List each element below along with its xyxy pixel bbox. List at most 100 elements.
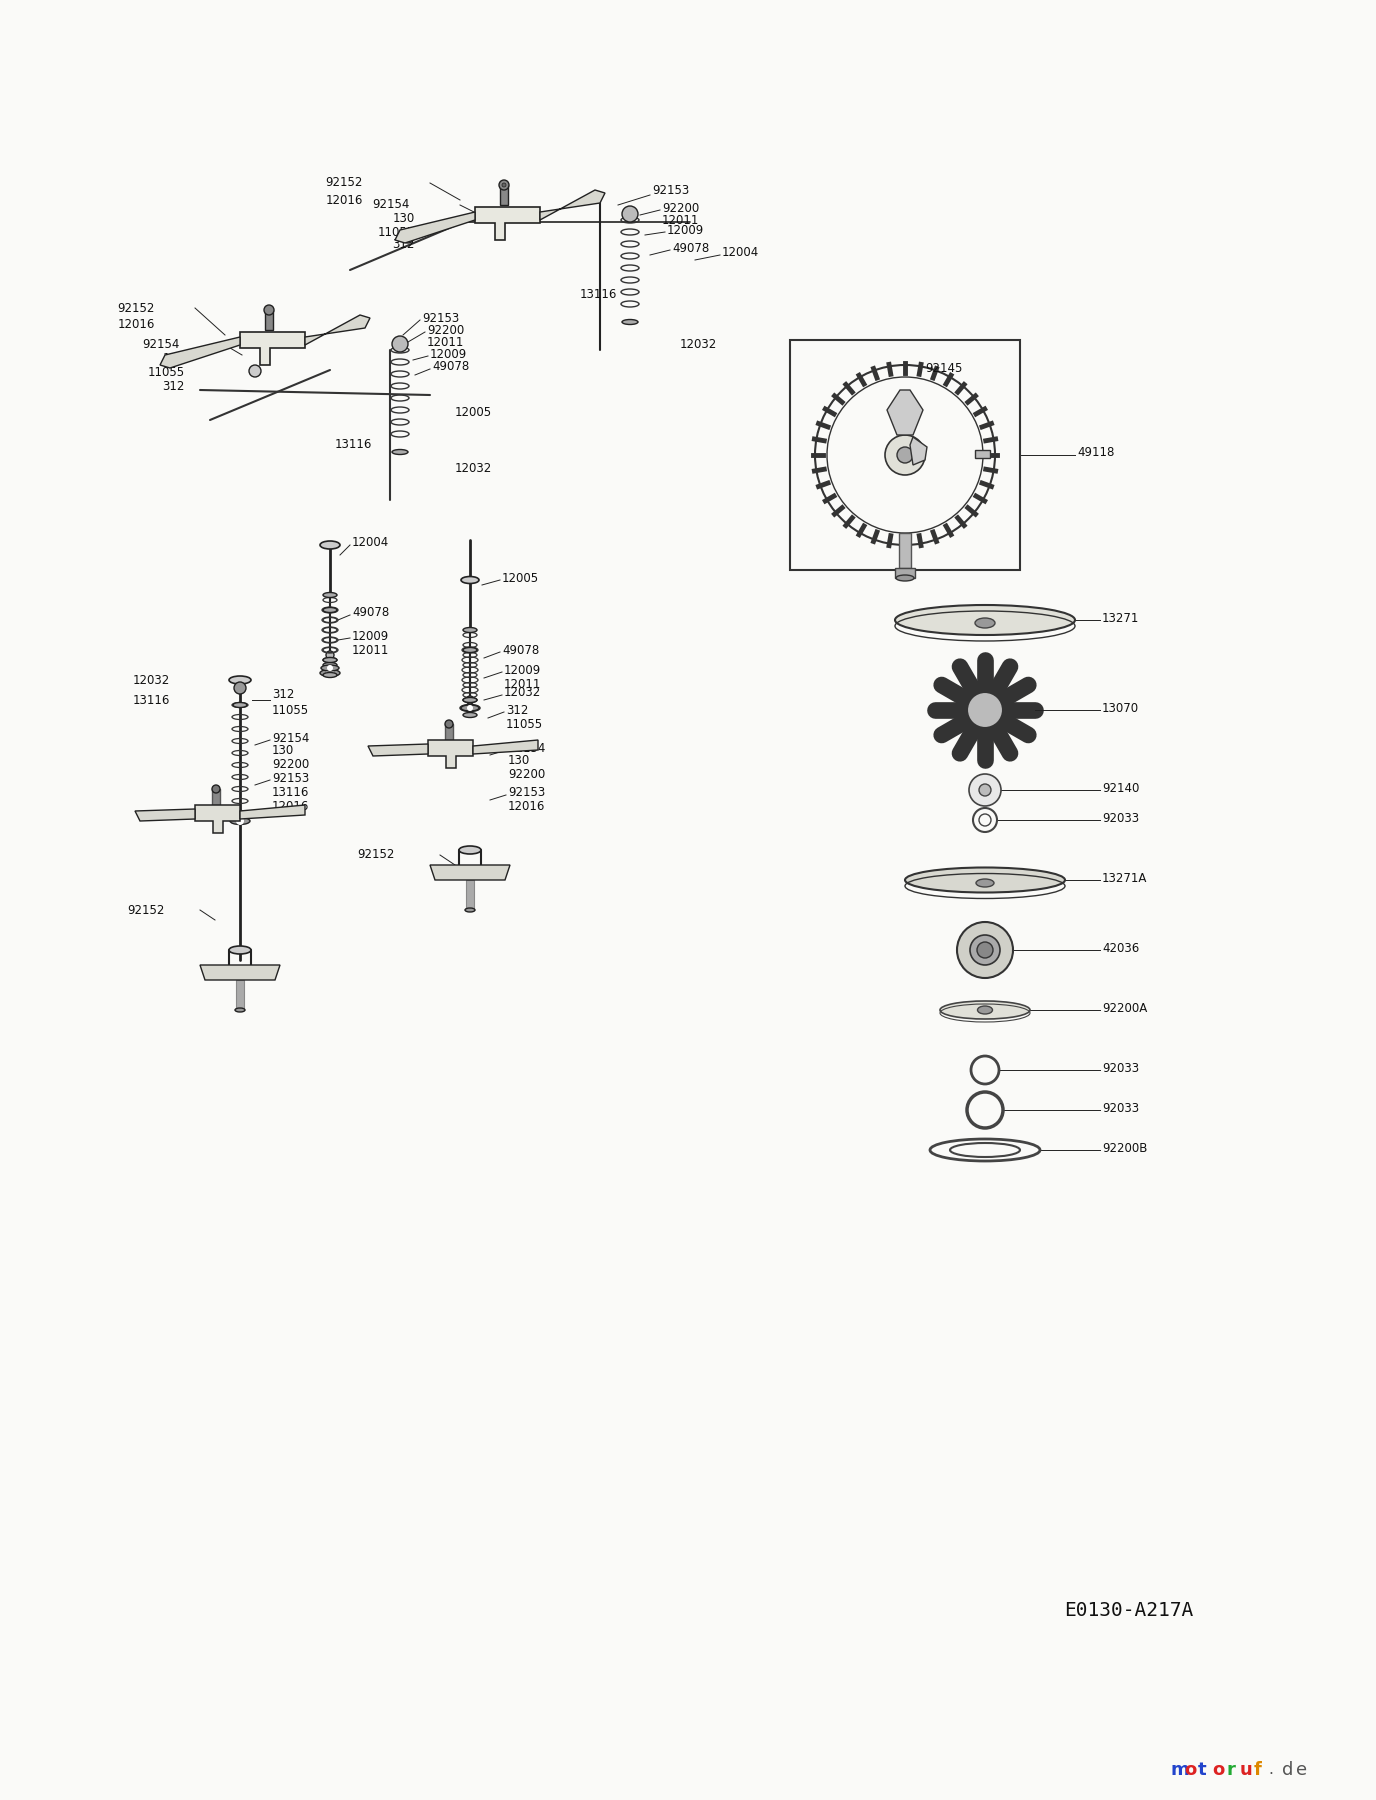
Text: 12032: 12032 [504,686,541,700]
Polygon shape [473,740,538,754]
Text: 92152: 92152 [358,848,395,862]
Polygon shape [239,805,305,819]
Ellipse shape [228,947,250,954]
Ellipse shape [976,878,993,887]
Bar [212,788,220,805]
Text: 12032: 12032 [132,673,171,686]
Ellipse shape [230,817,250,824]
Text: 49078: 49078 [502,644,539,657]
Text: 49078: 49078 [352,607,389,619]
Ellipse shape [940,1001,1031,1019]
Ellipse shape [323,662,337,668]
Circle shape [499,180,509,191]
Ellipse shape [465,907,475,913]
Ellipse shape [622,320,638,324]
Ellipse shape [321,670,340,677]
Circle shape [392,337,409,353]
Ellipse shape [461,576,479,583]
Text: r: r [1226,1760,1234,1778]
Text: 92153: 92153 [422,311,460,324]
Text: 92033: 92033 [1102,812,1139,824]
Polygon shape [160,337,239,367]
Polygon shape [367,743,428,756]
Text: 92033: 92033 [1102,1102,1139,1114]
Text: t: t [1198,1760,1207,1778]
Circle shape [466,706,473,711]
Ellipse shape [460,846,482,853]
Bar [444,724,453,740]
Text: 130: 130 [392,212,416,225]
Bar [237,979,244,1010]
Text: 12016: 12016 [117,319,155,331]
Bar [499,185,508,205]
Ellipse shape [976,617,995,628]
Text: o: o [1183,1760,1196,1778]
Text: 92152: 92152 [128,904,165,916]
Polygon shape [305,315,370,346]
Polygon shape [910,437,927,464]
Text: 12009: 12009 [667,223,705,236]
Ellipse shape [460,704,480,711]
Text: e: e [1296,1760,1307,1778]
Text: 11055: 11055 [506,718,544,731]
Ellipse shape [461,706,479,711]
Bar [894,569,915,578]
Ellipse shape [462,697,477,702]
Polygon shape [475,207,539,239]
Text: 312: 312 [392,238,416,252]
Text: 92153: 92153 [652,184,689,196]
Ellipse shape [905,868,1065,893]
Text: 11055: 11055 [378,225,416,238]
Ellipse shape [323,657,337,662]
Circle shape [249,365,261,376]
Circle shape [897,446,914,463]
Text: 92200: 92200 [272,758,310,772]
Text: 12016: 12016 [326,194,363,207]
Ellipse shape [977,1006,992,1013]
Text: 12016: 12016 [508,801,545,814]
Text: 92154: 92154 [373,198,410,212]
Circle shape [956,922,1013,977]
Ellipse shape [392,450,409,454]
Text: 12005: 12005 [455,405,493,419]
Ellipse shape [323,608,337,612]
Circle shape [402,230,414,243]
Polygon shape [200,965,279,979]
Text: u: u [1240,1760,1252,1778]
Text: E0130-A217A: E0130-A217A [1064,1602,1193,1620]
Text: 13271A: 13271A [1102,871,1148,884]
Text: 49078: 49078 [671,241,709,254]
Ellipse shape [896,574,914,581]
Text: 11055: 11055 [147,365,184,378]
Text: 13116: 13116 [334,439,373,452]
Text: 92154: 92154 [143,338,180,351]
Circle shape [264,304,274,315]
Polygon shape [428,740,473,769]
Polygon shape [195,805,239,833]
Ellipse shape [894,605,1075,635]
Text: 92152: 92152 [117,301,155,315]
Ellipse shape [321,664,338,671]
Text: 12009: 12009 [504,664,541,677]
Text: 92200: 92200 [508,769,545,781]
Text: 92152: 92152 [326,176,363,189]
Polygon shape [888,391,923,436]
Text: 13116: 13116 [272,785,310,799]
Text: 12011: 12011 [427,337,464,349]
Ellipse shape [233,810,248,815]
Ellipse shape [228,677,250,684]
Polygon shape [429,866,510,880]
Text: 92140: 92140 [1102,781,1139,794]
Text: 42036: 42036 [1102,941,1139,954]
Ellipse shape [462,648,477,653]
Text: 92200: 92200 [427,324,464,337]
Text: 12032: 12032 [455,461,493,475]
Text: 312: 312 [506,704,528,716]
Text: 13271: 13271 [1102,612,1139,625]
Text: m: m [1170,1760,1189,1778]
Text: 92033: 92033 [1102,1062,1139,1075]
Text: 12004: 12004 [352,536,389,549]
Text: 92145: 92145 [925,362,962,374]
Circle shape [969,774,1000,806]
Circle shape [326,670,334,677]
